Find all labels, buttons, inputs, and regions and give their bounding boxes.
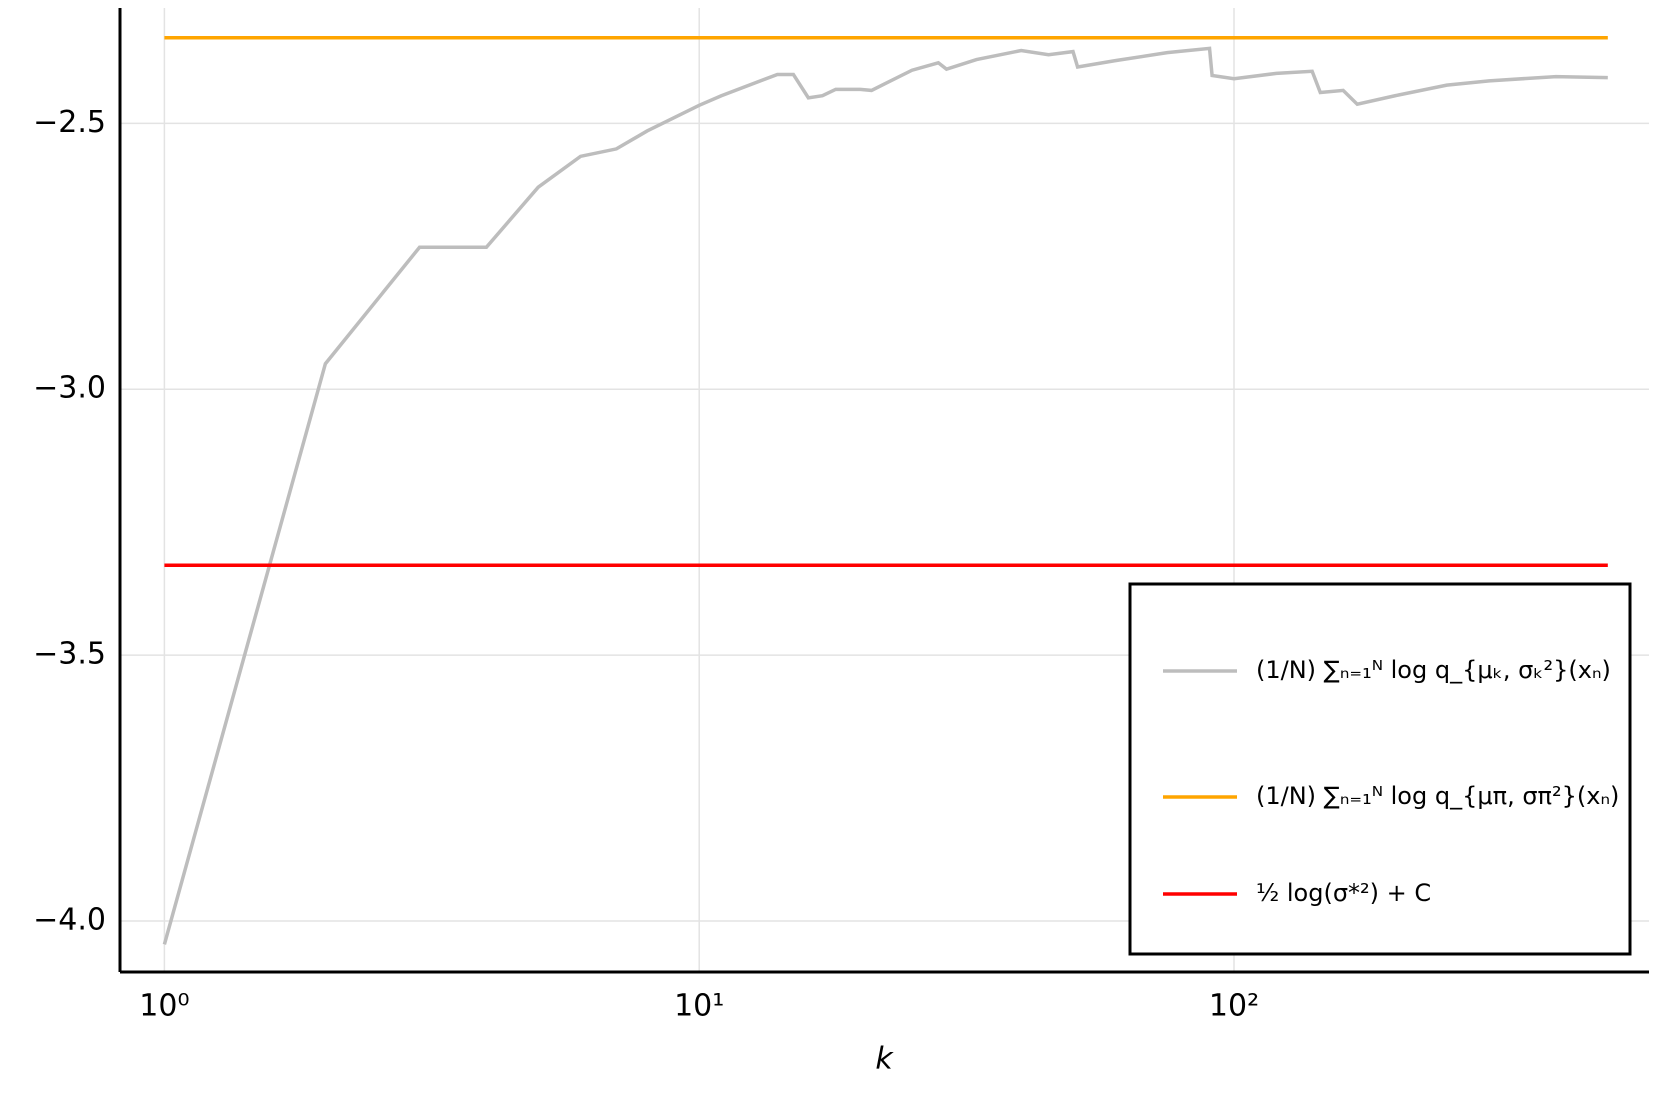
y-tick-label: −4.0	[33, 902, 106, 937]
x-tick-label: 10⁰	[139, 989, 189, 1024]
y-tick-label: −3.0	[33, 371, 106, 406]
x-tick-label: 10²	[1209, 989, 1259, 1024]
y-tick-label: −2.5	[33, 105, 106, 140]
x-tick-label: 10¹	[674, 989, 724, 1024]
y-tick-label: −3.5	[33, 637, 106, 672]
legend-label: (1/N) ∑ₙ₌₁ᴺ log q_{μπ, σπ²}(xₙ)	[1256, 782, 1619, 810]
legend-label: ½ log(σ*²) + C	[1256, 879, 1431, 907]
x-axis-label: k	[875, 1042, 894, 1077]
legend-label: (1/N) ∑ₙ₌₁ᴺ log q_{μₖ, σₖ²}(xₙ)	[1256, 656, 1611, 684]
data-line	[162, 46, 1608, 945]
